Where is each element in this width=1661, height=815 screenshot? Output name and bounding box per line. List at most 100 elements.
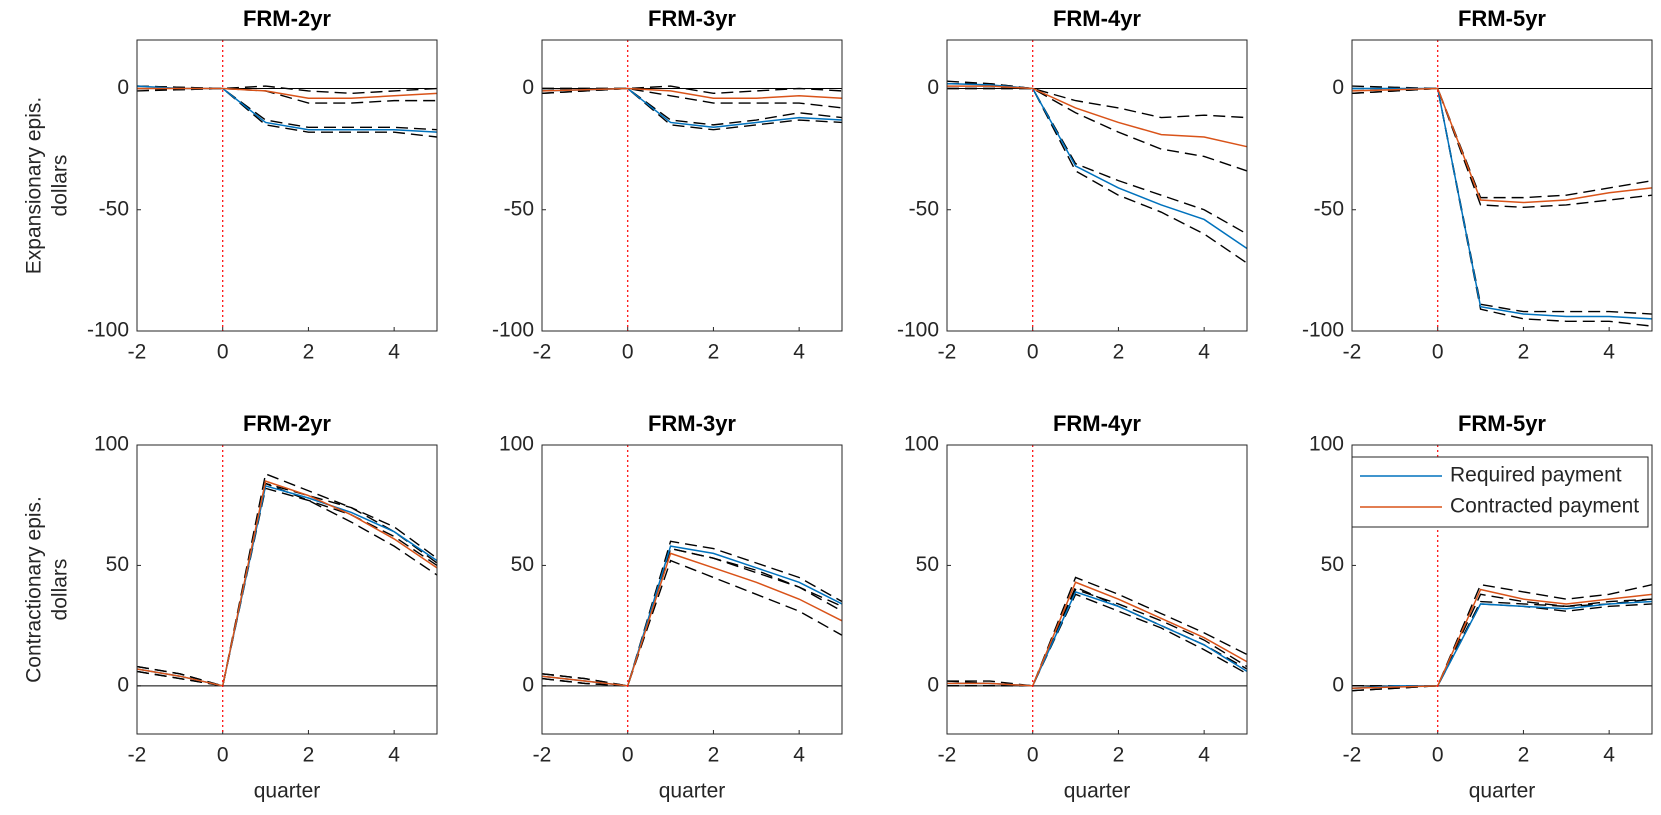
x-tick-label: 2 [1113, 341, 1125, 364]
y-tick-label: 100 [94, 433, 129, 456]
x-axis-label: quarter [1064, 780, 1131, 803]
x-tick-label: -2 [533, 341, 552, 364]
y-tick-label: 0 [1332, 76, 1344, 99]
confidence-band [136, 87, 437, 104]
x-tick-label: 2 [1113, 744, 1125, 767]
confidence-band [1352, 598, 1653, 687]
y-tick-label: -50 [504, 197, 534, 220]
x-tick-label: 4 [793, 744, 805, 767]
confidence-band [136, 85, 438, 131]
y-tick-label: 0 [117, 673, 129, 696]
legend-box [1351, 456, 1649, 528]
confidence-band [542, 85, 843, 95]
y-tick-label: -100 [1302, 319, 1344, 342]
y-tick-label: -50 [1314, 197, 1344, 220]
x-tick-label: 4 [388, 744, 400, 767]
x-tick-label: -2 [938, 744, 957, 767]
x-tick-label: 2 [1518, 744, 1530, 767]
axes-background [1352, 40, 1652, 331]
series-line [1351, 87, 1653, 204]
y-tick-label: 0 [117, 76, 129, 99]
x-tick-label: 4 [1198, 341, 1210, 364]
axes-frame [541, 444, 843, 735]
x-tick-label: 2 [1518, 341, 1530, 364]
axes-frame [1351, 444, 1653, 735]
x-tick-label: 0 [1432, 744, 1444, 767]
x-tick-label: 0 [1432, 341, 1444, 364]
panel-title: FRM-3yr [648, 411, 736, 436]
panel-title: FRM-4yr [1053, 6, 1141, 31]
y-tick-label: -50 [909, 197, 939, 220]
y-tick-label: -100 [492, 319, 534, 342]
y-tick-label: 50 [106, 553, 129, 576]
series-line [1351, 588, 1653, 689]
x-axis-label: quarter [659, 780, 726, 803]
y-tick-label: 50 [1321, 553, 1344, 576]
panel-title: FRM-2yr [243, 411, 331, 436]
x-tick-label: 4 [1603, 341, 1615, 364]
confidence-band [136, 85, 438, 95]
y-tick-label: -50 [99, 197, 129, 220]
x-tick-label: 0 [1027, 744, 1039, 767]
x-tick-label: -2 [1343, 744, 1362, 767]
axes-frame [136, 444, 438, 735]
confidence-band [541, 87, 843, 109]
x-tick-label: -2 [128, 341, 147, 364]
y-tick-label: 0 [522, 76, 534, 99]
confidence-band [136, 87, 438, 138]
panel-title: FRM-2yr [243, 6, 331, 31]
series-line [1351, 600, 1653, 689]
y-tick-label: -100 [897, 319, 939, 342]
series-line [541, 87, 843, 99]
confidence-band [1351, 87, 1653, 327]
x-tick-label: 0 [1027, 341, 1039, 364]
confidence-band [541, 559, 843, 687]
y-tick-label: 50 [511, 553, 534, 576]
confidence-band [542, 87, 843, 126]
axes-background [947, 445, 1247, 734]
x-tick-label: 0 [622, 341, 634, 364]
confidence-band [136, 487, 438, 687]
x-axis-label: quarter [1469, 780, 1536, 803]
panel-title: FRM-3yr [648, 6, 736, 31]
confidence-band [1352, 87, 1653, 199]
x-tick-label: 4 [388, 341, 400, 364]
confidence-band [947, 576, 1248, 687]
panel-title: FRM-5yr [1458, 6, 1546, 31]
axes-frame [136, 39, 438, 332]
y-tick-label: 0 [522, 673, 534, 696]
series-line [946, 82, 1248, 250]
legend-label: Contracted payment [1450, 495, 1639, 518]
y-tick-label: -100 [87, 319, 129, 342]
confidence-band [1351, 85, 1653, 315]
series-line [1352, 87, 1653, 320]
y-tick-label: 100 [1309, 433, 1344, 456]
confidence-band [541, 540, 843, 687]
y-axis-label: Expansionary epis. [23, 97, 46, 274]
axes-frame [541, 39, 843, 332]
y-tick-label: 100 [499, 433, 534, 456]
x-tick-label: 0 [217, 744, 229, 767]
x-tick-label: 0 [622, 744, 634, 767]
axes-frame [946, 444, 1248, 735]
x-tick-label: 2 [303, 744, 315, 767]
x-tick-label: 2 [303, 341, 315, 364]
y-tick-label: 100 [904, 433, 939, 456]
panel-title: FRM-5yr [1458, 411, 1546, 436]
confidence-band [947, 82, 1248, 119]
y-tick-label: 0 [927, 76, 939, 99]
axes-frame [1351, 39, 1653, 332]
axes-background [137, 40, 437, 331]
series-line [947, 581, 1248, 687]
axes-background [542, 40, 842, 331]
axes-background [542, 445, 842, 734]
series-line [541, 552, 843, 687]
y-axis-label: dollars [49, 559, 72, 621]
x-tick-label: 0 [217, 341, 229, 364]
confidence-band [1352, 583, 1653, 687]
x-tick-label: 4 [1198, 744, 1210, 767]
confidence-band [136, 482, 438, 687]
confidence-band [947, 87, 1248, 264]
